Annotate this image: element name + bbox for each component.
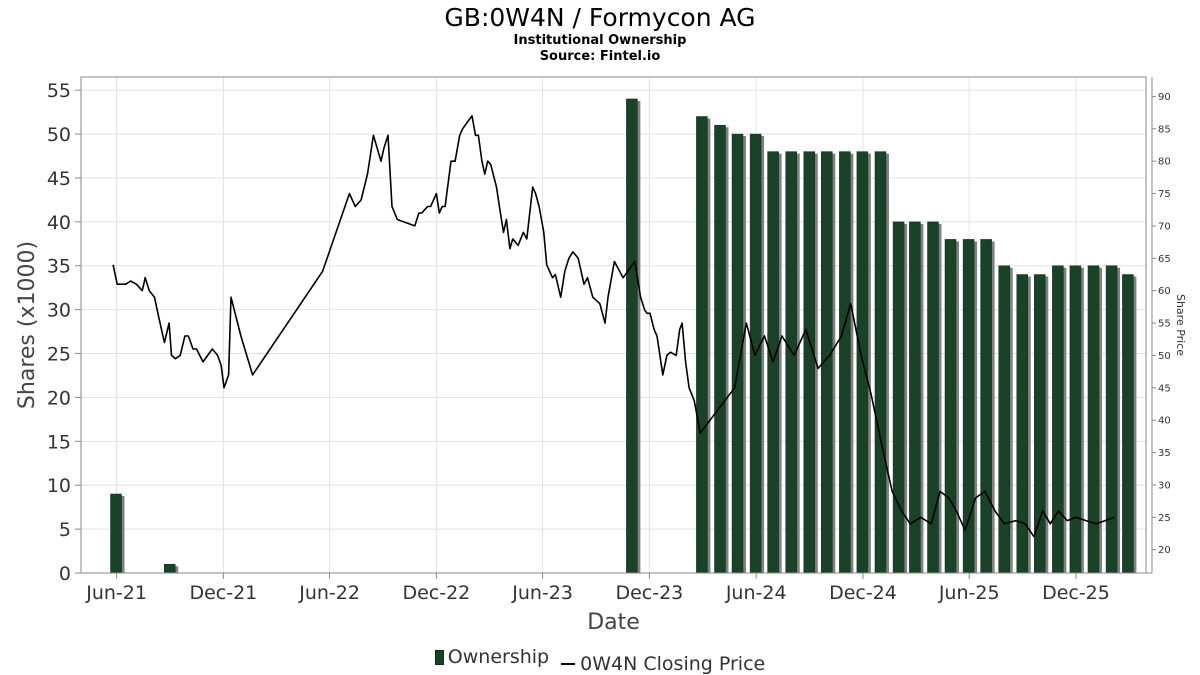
legend-swatch-price [561,662,576,665]
y2-tick-label: 30 [1158,480,1171,491]
bar [962,239,975,574]
chart-source: Source: Fintel.io [539,49,661,64]
bar [1122,274,1134,574]
y-axis-title: Shares (x1000) [15,241,40,409]
bar [803,151,816,574]
y2-tick-label: 85 [1158,124,1171,135]
bar [1016,274,1029,574]
title-block: GB:0W4N / Formycon AG Institutional Owne… [0,0,1200,65]
y2-tick-label: 35 [1158,448,1171,459]
legend: Ownership 0W4N Closing Price [0,646,1200,675]
x-tick-label: Jun-25 [938,582,1000,604]
y-tick-label: 0 [59,563,71,585]
x-tick-label: Jun-22 [298,582,360,604]
legend-item-price[interactable]: 0W4N Closing Price [561,653,765,675]
x-tick-label: Dec-22 [402,582,470,604]
bar [980,239,992,574]
chart-subtitle: Institutional Ownership [513,33,687,48]
y-tick-label: 35 [47,256,71,278]
y-tick-label: 55 [47,80,71,102]
bar [163,563,176,574]
bar [696,116,708,574]
y-tick-label: 50 [47,124,71,146]
bar [1105,265,1118,574]
y-tick-label: 10 [47,475,71,497]
y-tick-label: 20 [47,387,71,409]
bar [874,151,887,574]
y2-tick-label: 50 [1158,351,1171,362]
bar [714,125,726,574]
legend-label-ownership: Ownership [447,646,550,668]
x-tick-label: Jun-21 [85,582,147,604]
y-tick-label: 30 [47,300,71,322]
x-tick-label: Jun-23 [511,582,573,604]
bar [892,221,905,574]
bar [1069,265,1082,574]
y2-tick-label: 90 [1158,92,1171,103]
x-axis-title: Date [587,610,640,635]
bar [1052,265,1064,574]
y-tick-label: 5 [59,519,71,541]
y2-tick-label: 20 [1158,545,1171,556]
axis-layer: 0 5 10 15 20 25 30 35 40 45 50 55 Jun-21 Dec-21 Jun-22… [15,76,1187,635]
bar [927,221,939,574]
bar [110,493,122,574]
y2-tick-label: 55 [1158,319,1171,330]
bar [839,151,851,574]
chart-title: GB:0W4N / Formycon AG [444,3,756,32]
bar [998,265,1010,574]
x-tick-label: Dec-25 [1042,582,1110,604]
y-tick-label: 25 [47,344,71,366]
y2-tick-label: 45 [1158,383,1171,394]
y2-tick-label: 25 [1158,513,1171,524]
bar [1034,274,1046,574]
line-layer [112,115,1115,538]
y2-tick-label: 80 [1158,157,1171,168]
y2-axis-title: Share Price [1174,294,1187,356]
y2-tick-label: 65 [1158,254,1171,265]
x-tick-label: Dec-21 [189,582,257,604]
legend-label-price: 0W4N Closing Price [580,652,766,675]
x-tick-label: Dec-24 [829,582,897,604]
bar [944,239,957,574]
x-tick-label: Jun-24 [725,582,787,604]
y2-tick-label: 70 [1158,221,1171,232]
legend-swatch-ownership [434,649,444,665]
bar [785,151,797,574]
price-line [112,115,1115,538]
y2-tick-label: 75 [1158,189,1171,200]
y-tick-label: 45 [47,168,71,190]
bar [626,98,638,574]
y-tick-label: 15 [47,431,71,453]
legend-item-ownership[interactable]: Ownership [434,646,550,668]
y-tick-label: 40 [47,212,71,234]
bar [1087,265,1100,574]
y2-tick-label: 40 [1158,416,1171,427]
x-tick-label: Dec-23 [615,582,683,604]
y2-tick-label: 60 [1158,286,1171,297]
